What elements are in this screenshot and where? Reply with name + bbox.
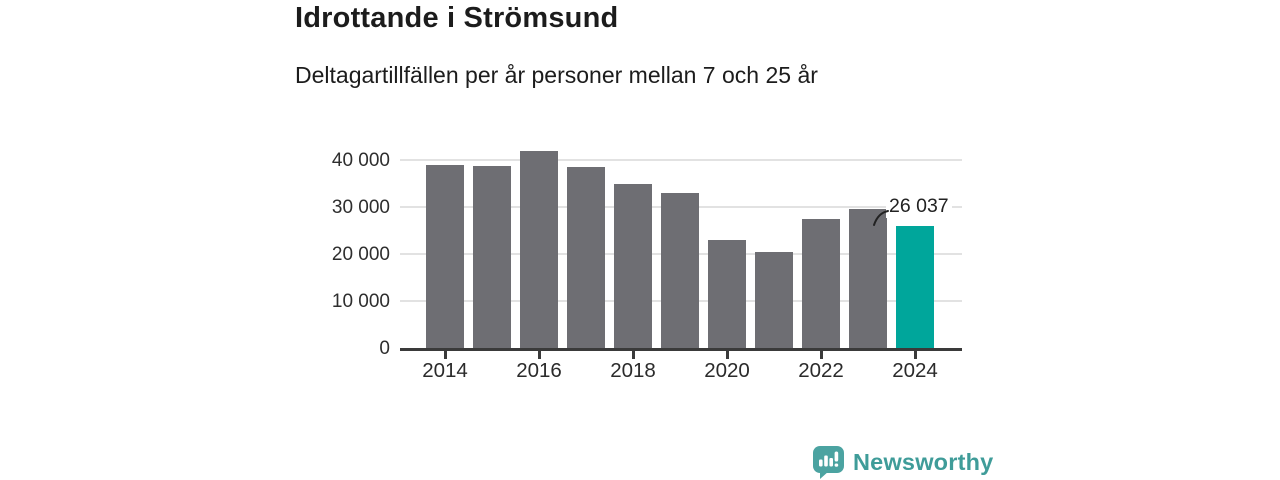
x-axis-label-2018: 2018 [610,359,656,382]
bar-2015 [473,165,511,348]
bar-2024 [896,225,934,348]
x-axis-label-2014: 2014 [422,359,468,382]
bar-2019 [661,193,699,348]
plot-area [400,140,962,351]
gridline-40000 [400,159,962,161]
bar-2014 [426,164,464,348]
bar-2018 [614,183,652,348]
x-axis-tick-2018 [631,351,635,359]
bar-2023 [849,209,887,348]
x-axis-tick-2020 [725,351,729,359]
chart-subtitle: Deltagartillfällen per år personer mella… [295,62,818,88]
x-axis-tick-2016 [537,351,541,359]
y-axis-label-0: 0 [379,338,390,359]
bar-2017 [567,166,605,348]
annotation-leader-line [873,210,889,226]
newsworthy-logo-text: Newsworthy [853,448,994,475]
y-axis-label-40000: 40 000 [331,150,390,171]
x-axis-label-2024: 2024 [892,359,938,382]
x-axis-label-2022: 2022 [798,359,844,382]
bar-2020 [708,239,746,348]
chart-title: Idrottande i Strömsund [295,2,619,34]
y-axis-label-10000: 10 000 [331,291,390,312]
bar-2021 [755,252,793,348]
newsworthy-logo[interactable]: Newsworthy [812,445,993,479]
y-axis-label-20000: 20 000 [331,244,390,265]
newsworthy-logo-icon [813,446,844,479]
bar-2016 [520,150,558,348]
value-annotation: 26 037 [886,194,952,218]
y-axis-label-30000: 30 000 [331,197,390,218]
x-axis-tick-2024 [913,351,917,359]
x-axis-label-2020: 2020 [704,359,750,382]
x-axis-tick-2022 [819,351,823,359]
x-axis-tick-2014 [443,351,447,359]
x-axis-label-2016: 2016 [516,359,562,382]
bar-2022 [802,218,840,348]
